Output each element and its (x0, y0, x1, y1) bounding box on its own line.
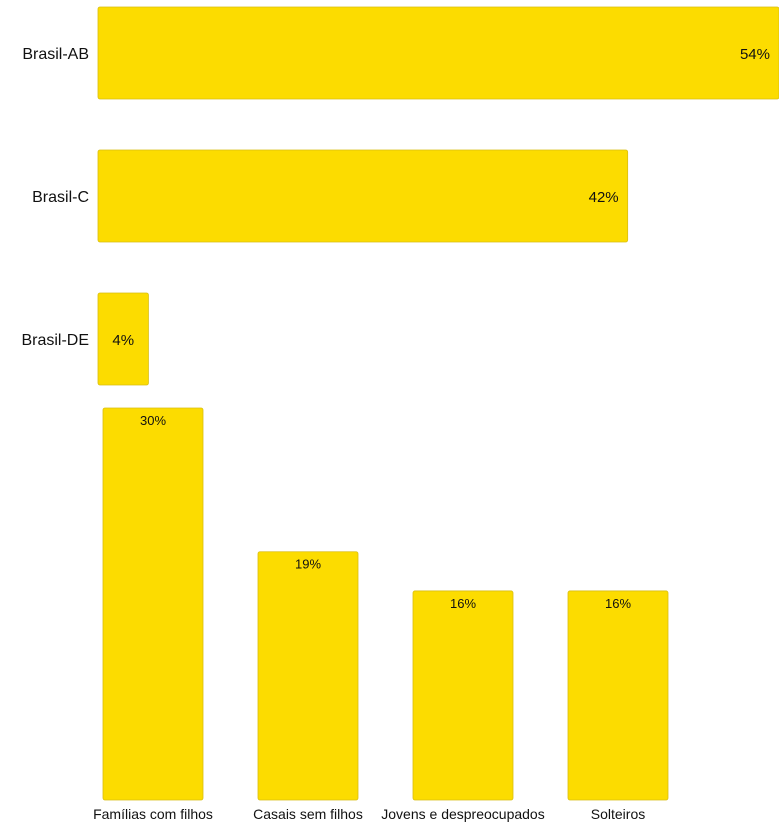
x-category-label-solteiros: Solteiros (591, 806, 645, 822)
x-category-label-jovens-e-despreocupados: Jovens e despreocupados (381, 806, 544, 822)
horizontal-bar-chart: Brasil-AB 54% Brasil-C 42% Brasil-DE 4% (21, 6, 779, 386)
category-label-brasil-c: Brasil-C (32, 189, 89, 206)
x-category-label-casais-sem-filhos: Casais sem filhos (253, 806, 363, 822)
value-label-brasil-c: 42% (589, 189, 619, 206)
column-jovens-e-despreocupados (412, 590, 514, 801)
column-value-label-jovens-e-despreocupados: 16% (450, 596, 476, 611)
bar-brasil-de (97, 292, 149, 386)
column-value-label-casais-sem-filhos: 19% (295, 557, 321, 572)
category-label-brasil-de: Brasil-DE (21, 332, 89, 349)
bar-brasil-ab (97, 6, 779, 100)
x-category-label-familias-com-filhos: Famílias com filhos (93, 806, 213, 822)
value-label-brasil-ab: 54% (740, 46, 770, 63)
column-familias-com-filhos (102, 407, 204, 801)
vertical-bar-chart: 30% Famílias com filhos 19% Casais sem filh… (93, 407, 669, 822)
column-solteiros (567, 590, 669, 801)
column-value-label-familias-com-filhos: 30% (140, 413, 166, 428)
column-value-label-solteiros: 16% (605, 596, 631, 611)
category-label-brasil-ab: Brasil-AB (22, 46, 89, 63)
column-casais-sem-filhos (257, 551, 359, 801)
value-label-brasil-de: 4% (112, 332, 134, 349)
bar-brasil-c (97, 149, 629, 243)
